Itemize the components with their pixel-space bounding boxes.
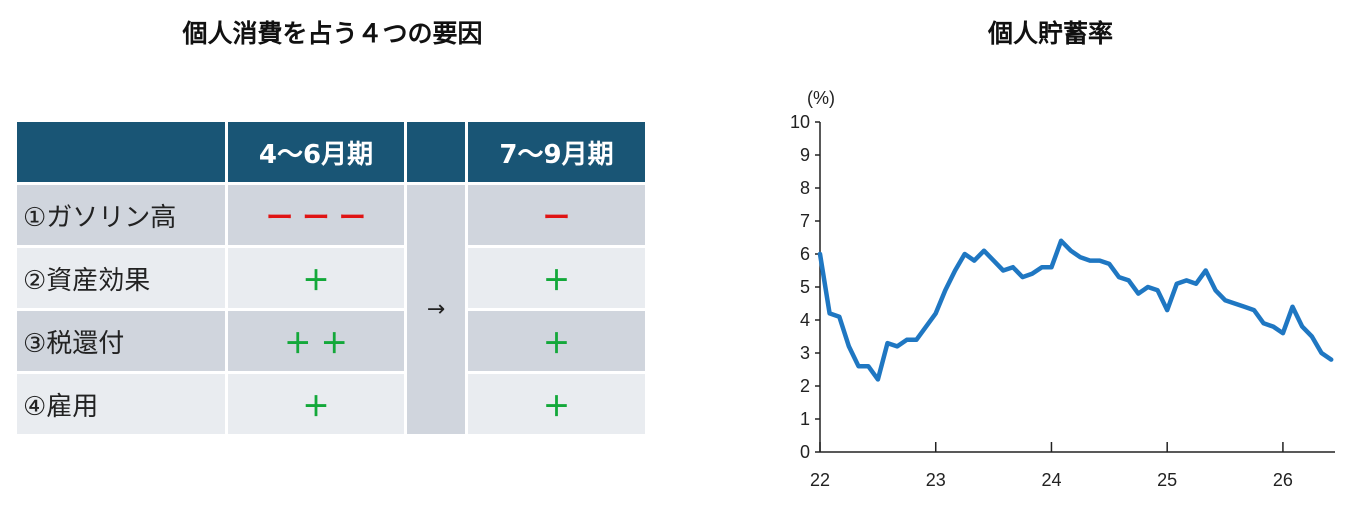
table-title: 個人消費を占う４つの要因 [182,19,483,48]
chart-title: 個人貯蓄率 [987,19,1113,48]
table-row: ③税還付 ＋ ＋ ＋ [17,311,645,374]
factor-table: 4〜6月期 7〜9月期 ①ガソリン高 ー ー ー → ー ②資産効果 ＋ ＋ ③… [17,122,645,437]
q3-impact: ー [468,185,645,248]
y-tick-label: 7 [800,211,810,231]
x-tick-label: 22 [810,470,830,490]
y-tick-label: 8 [800,178,810,198]
factor-label: ④雇用 [17,374,228,437]
y-tick-label: 1 [800,409,810,429]
q3-impact: ＋ [468,311,645,374]
arrow-icon: → [407,185,468,437]
saving-rate-line [817,238,1334,382]
header-q3: 7〜9月期 [468,122,645,185]
header-factor [17,122,228,185]
x-tick-label: 23 [926,470,946,490]
y-tick-label: 10 [790,112,810,132]
y-tick-label: 3 [800,343,810,363]
x-tick-label: 24 [1041,470,1061,490]
y-tick-label: 0 [800,442,810,462]
q3-impact: ＋ [468,374,645,437]
table-row: ①ガソリン高 ー ー ー → ー [17,185,645,437]
q2-impact: ー ー ー [228,185,407,248]
y-tick-label: 2 [800,376,810,396]
header-arrow [407,122,468,185]
q3-impact: ＋ [468,248,645,311]
header-q2: 4〜6月期 [228,122,407,185]
y-axis-unit-label: (%) [807,88,835,108]
q2-impact: ＋ ＋ [228,311,407,374]
table-header-row: 4〜6月期 7〜9月期 [17,122,645,185]
y-tick-label: 6 [800,244,810,264]
y-tick-label: 4 [800,310,810,330]
x-tick-label: 26 [1273,470,1293,490]
factor-label: ①ガソリン高 [17,185,228,248]
q2-impact: ＋ [228,248,407,311]
y-tick-label: 5 [800,277,810,297]
factor-label: ③税還付 [17,311,228,374]
table-row: ④雇用 ＋ ＋ [17,374,645,437]
q2-impact: ＋ [228,374,407,437]
x-tick-label: 25 [1157,470,1177,490]
table-row: ②資産効果 ＋ ＋ [17,248,645,311]
factor-label: ②資産効果 [17,248,228,311]
y-tick-label: 9 [800,145,810,165]
